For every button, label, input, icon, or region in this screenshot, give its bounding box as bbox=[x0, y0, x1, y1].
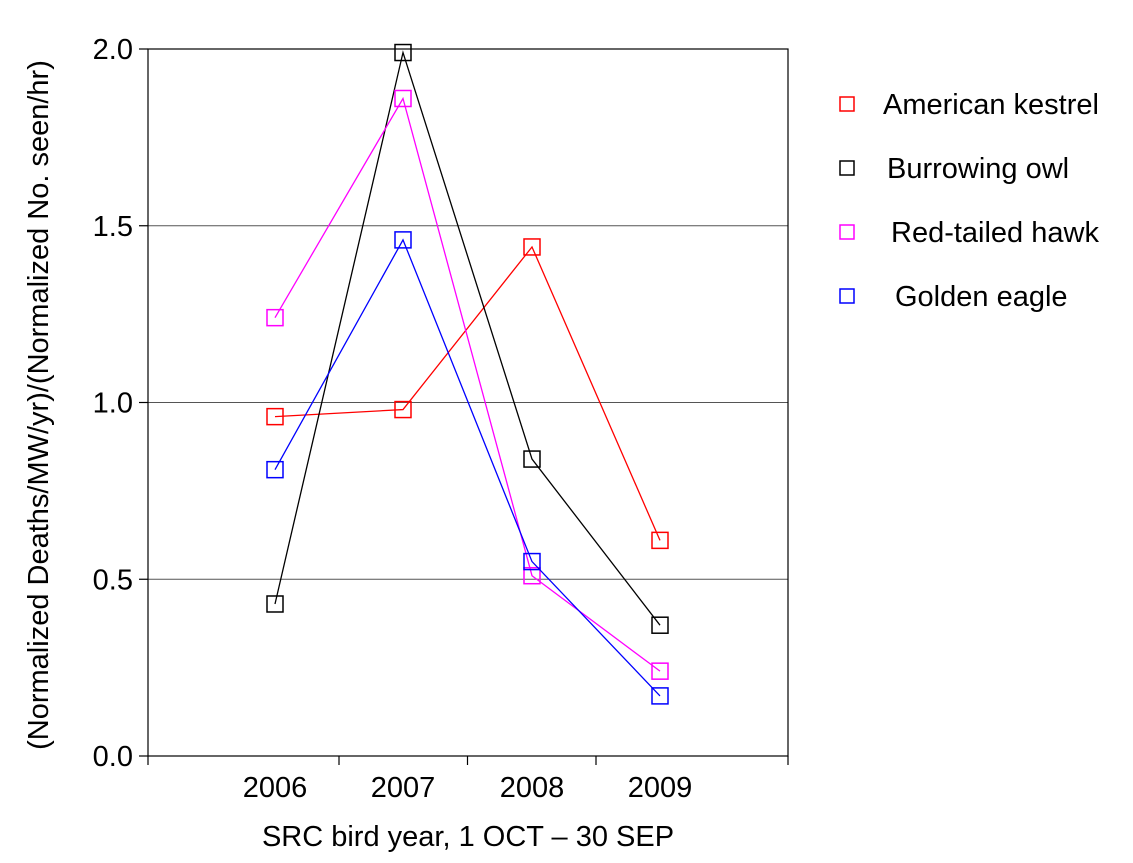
legend-marker bbox=[839, 96, 855, 112]
legend-label: American kestrel bbox=[883, 89, 1099, 121]
series-line bbox=[274, 245, 661, 541]
data-point bbox=[523, 566, 541, 585]
axes bbox=[139, 48, 789, 765]
x-tick-label: 2006 bbox=[243, 772, 308, 804]
data-point bbox=[523, 552, 541, 571]
y-tick-label: 0.5 bbox=[93, 564, 133, 596]
series-red-tailed-hawk bbox=[266, 89, 669, 680]
data-point bbox=[523, 450, 541, 468]
data-point bbox=[651, 531, 669, 550]
x-tick-labels: 2006 2007 2008 2009 bbox=[243, 772, 693, 804]
series-line bbox=[274, 238, 661, 697]
y-tick-label: 1.5 bbox=[93, 211, 133, 243]
x-axis-label: SRC bird year, 1 OCT – 30 SEP bbox=[262, 821, 674, 853]
data-point bbox=[394, 43, 412, 62]
data-point bbox=[651, 616, 669, 634]
legend-marker bbox=[839, 224, 855, 240]
series-lines bbox=[266, 43, 669, 705]
y-tick-label: 2.0 bbox=[93, 34, 133, 66]
y-tick-label: 1.0 bbox=[93, 388, 133, 420]
series-golden-eagle bbox=[266, 231, 669, 705]
legend-marker bbox=[839, 288, 855, 304]
data-point bbox=[651, 662, 669, 680]
y-tick-labels: 0.0 0.5 1.0 1.5 2.0 bbox=[93, 34, 133, 773]
data-point bbox=[394, 231, 412, 249]
y-tick-label: 0.0 bbox=[93, 741, 133, 773]
data-point bbox=[394, 89, 412, 108]
x-tick-label: 2007 bbox=[371, 772, 436, 804]
series-american-kestrel bbox=[266, 238, 669, 550]
legend-label: Golden eagle bbox=[895, 281, 1068, 313]
legend: American kestrel Burrowing owl Red-tailed … bbox=[839, 89, 1099, 313]
x-tick-label: 2008 bbox=[500, 772, 565, 804]
legend-marker bbox=[839, 160, 855, 176]
series-burrowing-owl bbox=[266, 43, 669, 634]
data-point bbox=[651, 687, 669, 705]
data-point bbox=[266, 595, 284, 613]
series-line bbox=[274, 50, 661, 626]
data-point bbox=[523, 238, 541, 256]
legend-label: Burrowing owl bbox=[887, 153, 1069, 185]
legend-label: Red-tailed hawk bbox=[891, 217, 1099, 249]
y-axis-label: (Normalized Deaths/MW/yr)/(Normalized No… bbox=[23, 60, 55, 750]
data-point bbox=[394, 400, 412, 419]
data-point bbox=[266, 407, 284, 426]
data-point bbox=[266, 308, 284, 327]
x-tick-label: 2009 bbox=[628, 772, 693, 804]
series-line bbox=[274, 96, 661, 672]
data-point bbox=[266, 460, 284, 479]
